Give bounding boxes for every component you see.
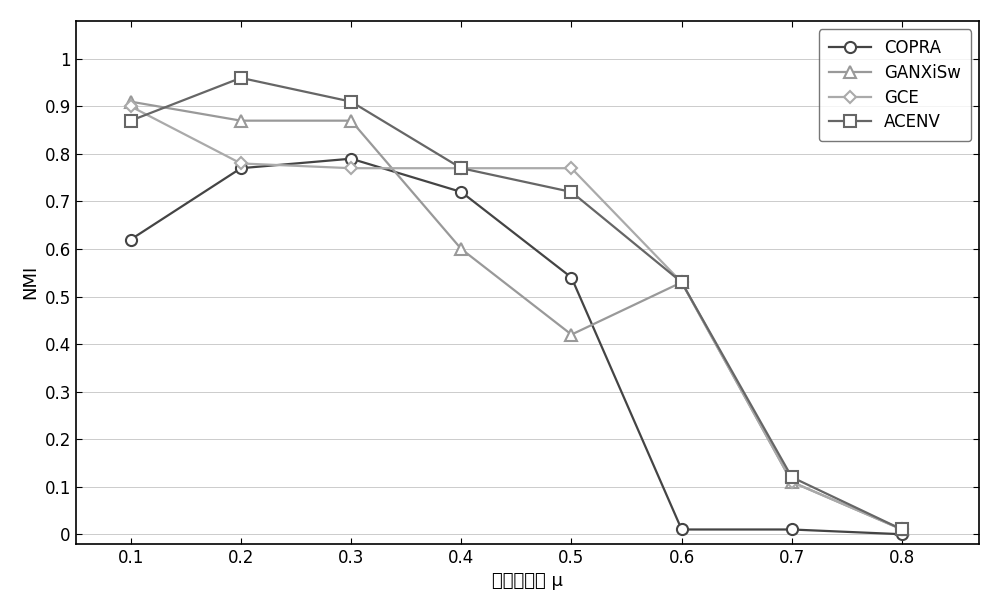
- COPRA: [345, 155, 357, 163]
- GCE: [235, 160, 247, 167]
- ACENV: [235, 74, 247, 81]
- ACENV: [896, 526, 908, 533]
- Line: ACENV: ACENV: [125, 72, 908, 535]
- ACENV: [565, 188, 577, 196]
- ACENV: [455, 164, 467, 172]
- COPRA: [235, 164, 247, 172]
- ACENV: [345, 98, 357, 105]
- GANXiSw: [125, 98, 137, 105]
- COPRA: [565, 274, 577, 281]
- GCE: [565, 164, 577, 172]
- Line: COPRA: COPRA: [125, 153, 908, 540]
- GCE: [455, 164, 467, 172]
- ACENV: [786, 474, 798, 481]
- ACENV: [676, 279, 688, 286]
- Legend: COPRA, GANXiSw, GCE, ACENV: COPRA, GANXiSw, GCE, ACENV: [819, 29, 971, 141]
- GANXiSw: [896, 526, 908, 533]
- GCE: [676, 279, 688, 286]
- GCE: [345, 164, 357, 172]
- COPRA: [786, 526, 798, 533]
- GANXiSw: [235, 117, 247, 124]
- COPRA: [455, 188, 467, 196]
- Line: GCE: GCE: [127, 102, 906, 533]
- X-axis label: 混合度参数 μ: 混合度参数 μ: [492, 572, 563, 590]
- ACENV: [125, 117, 137, 124]
- Y-axis label: NMI: NMI: [21, 265, 39, 299]
- GANXiSw: [565, 331, 577, 338]
- GANXiSw: [676, 279, 688, 286]
- GCE: [125, 103, 137, 110]
- Line: GANXiSw: GANXiSw: [125, 96, 908, 535]
- COPRA: [125, 236, 137, 243]
- COPRA: [676, 526, 688, 533]
- GANXiSw: [345, 117, 357, 124]
- GANXiSw: [455, 246, 467, 253]
- GANXiSw: [786, 478, 798, 486]
- GCE: [786, 478, 798, 486]
- GCE: [896, 526, 908, 533]
- COPRA: [896, 530, 908, 538]
